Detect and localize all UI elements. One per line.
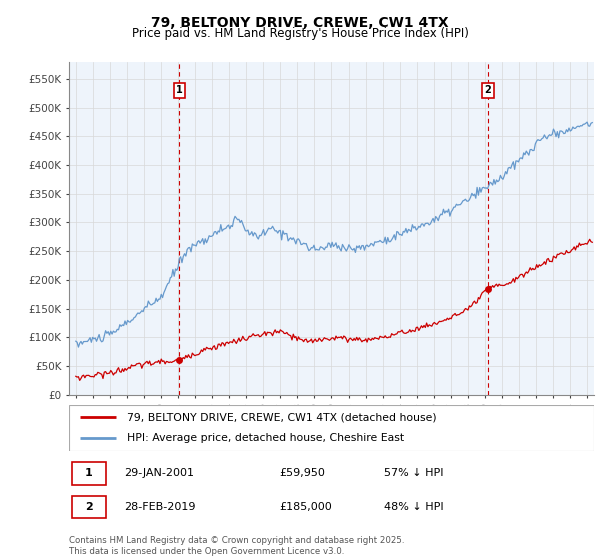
Text: 57% ↓ HPI: 57% ↓ HPI: [384, 468, 443, 478]
Text: 28-FEB-2019: 28-FEB-2019: [124, 502, 196, 512]
Text: Contains HM Land Registry data © Crown copyright and database right 2025.
This d: Contains HM Land Registry data © Crown c…: [69, 536, 404, 556]
Text: 1: 1: [176, 85, 183, 95]
Text: £185,000: £185,000: [279, 502, 332, 512]
Text: 1: 1: [85, 468, 93, 478]
Text: 79, BELTONY DRIVE, CREWE, CW1 4TX (detached house): 79, BELTONY DRIVE, CREWE, CW1 4TX (detac…: [127, 412, 436, 422]
FancyBboxPatch shape: [71, 462, 106, 484]
Text: £59,950: £59,950: [279, 468, 325, 478]
Text: 48% ↓ HPI: 48% ↓ HPI: [384, 502, 443, 512]
Text: Price paid vs. HM Land Registry's House Price Index (HPI): Price paid vs. HM Land Registry's House …: [131, 27, 469, 40]
FancyBboxPatch shape: [71, 496, 106, 519]
Text: 2: 2: [85, 502, 93, 512]
FancyBboxPatch shape: [69, 405, 594, 451]
Text: 79, BELTONY DRIVE, CREWE, CW1 4TX: 79, BELTONY DRIVE, CREWE, CW1 4TX: [151, 16, 449, 30]
Text: HPI: Average price, detached house, Cheshire East: HPI: Average price, detached house, Ches…: [127, 433, 404, 444]
Text: 2: 2: [484, 85, 491, 95]
Text: 29-JAN-2001: 29-JAN-2001: [124, 468, 194, 478]
